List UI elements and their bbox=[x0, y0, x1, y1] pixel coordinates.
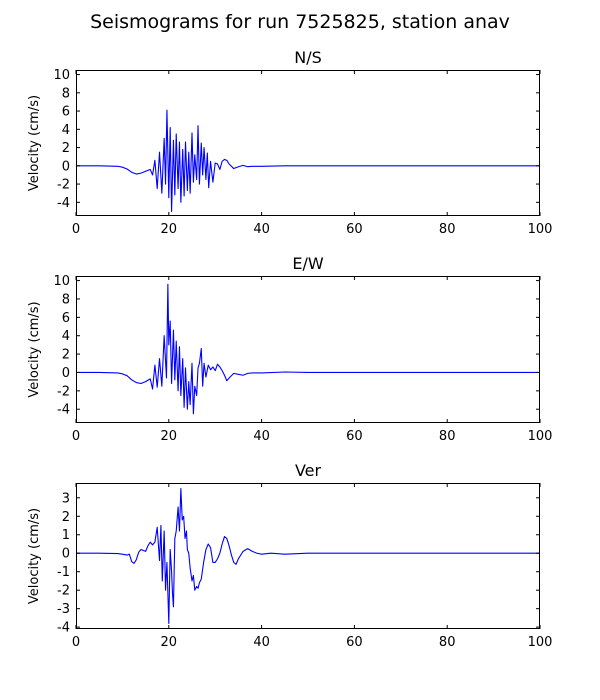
y-tick-label: 6 bbox=[62, 311, 70, 326]
y-tick-label: 8 bbox=[62, 86, 70, 101]
panel-1: N/S Velocity (cm/s) 0 20 40 60 80 100 -4 -2 0 2 4 6 8 1… bbox=[27, 48, 552, 237]
figure-title: Seismograms for run 7525825, station ana… bbox=[90, 11, 510, 33]
x-tick-label: 20 bbox=[161, 635, 178, 650]
y-tick-label: 8 bbox=[62, 292, 70, 307]
y-tick-label: 2 bbox=[62, 141, 70, 156]
y-tick-label: 2 bbox=[62, 348, 70, 363]
x-tick-label: 80 bbox=[439, 429, 456, 444]
y-axis-label: Velocity (cm/s) bbox=[27, 95, 42, 191]
y-tick-label: 2 bbox=[62, 510, 70, 525]
y-tick-label: -2 bbox=[57, 384, 70, 399]
x-tick-label: 60 bbox=[346, 429, 363, 444]
y-tick-label: -2 bbox=[57, 178, 70, 193]
x-tick-label: 0 bbox=[72, 635, 80, 650]
y-tick-label: 4 bbox=[62, 329, 70, 344]
y-tick-label: 0 bbox=[62, 159, 70, 174]
y-tick-label: -4 bbox=[57, 196, 70, 211]
x-tick-label: 0 bbox=[72, 429, 80, 444]
panel-title: Ver bbox=[295, 461, 322, 480]
panel-2: E/W Velocity (cm/s) 0 20 40 60 80 100 -4 -2 0 2 4 6 8 1… bbox=[27, 254, 552, 444]
x-tick-label: 60 bbox=[346, 635, 363, 650]
plot-frame bbox=[76, 483, 540, 629]
x-tick-label: 100 bbox=[528, 635, 553, 650]
x-tick-label: 40 bbox=[253, 429, 270, 444]
x-tick-label: 80 bbox=[439, 222, 456, 237]
plot-frame bbox=[76, 276, 540, 423]
y-tick-label: -3 bbox=[57, 602, 70, 617]
x-tick-label: 100 bbox=[528, 429, 553, 444]
y-tick-label: -2 bbox=[57, 584, 70, 599]
x-tick-label: 60 bbox=[346, 222, 363, 237]
panel-3: Ver Velocity (cm/s) 0 20 40 60 80 100 -4 -3 -2 -1 0 1… bbox=[27, 461, 552, 650]
x-tick-label: 80 bbox=[439, 635, 456, 650]
x-tick-label: 20 bbox=[161, 222, 178, 237]
x-tick-label: 40 bbox=[253, 635, 270, 650]
y-tick-label: 0 bbox=[62, 366, 70, 381]
y-tick-label: 0 bbox=[62, 547, 70, 562]
y-tick-label: -4 bbox=[57, 621, 70, 636]
y-tick-label: 6 bbox=[62, 105, 70, 120]
y-tick-label: 3 bbox=[62, 491, 70, 506]
y-tick-label: 1 bbox=[62, 528, 70, 543]
y-tick-label: -1 bbox=[57, 565, 70, 580]
y-axis-label: Velocity (cm/s) bbox=[27, 301, 42, 397]
y-axis-label: Velocity (cm/s) bbox=[27, 508, 42, 604]
x-tick-label: 20 bbox=[161, 429, 178, 444]
series-line bbox=[76, 109, 540, 212]
series-line bbox=[76, 487, 540, 625]
y-tick-label: 10 bbox=[53, 68, 70, 83]
panel-title: E/W bbox=[292, 254, 324, 273]
plot-frame bbox=[76, 70, 540, 216]
y-tick-label: 10 bbox=[53, 274, 70, 289]
series-line bbox=[76, 283, 540, 415]
y-tick-label: 4 bbox=[62, 123, 70, 138]
y-tick-label: -4 bbox=[57, 403, 70, 418]
x-tick-label: 100 bbox=[528, 222, 553, 237]
x-tick-label: 40 bbox=[253, 222, 270, 237]
x-tick-label: 0 bbox=[72, 222, 80, 237]
panel-title: N/S bbox=[294, 48, 322, 67]
